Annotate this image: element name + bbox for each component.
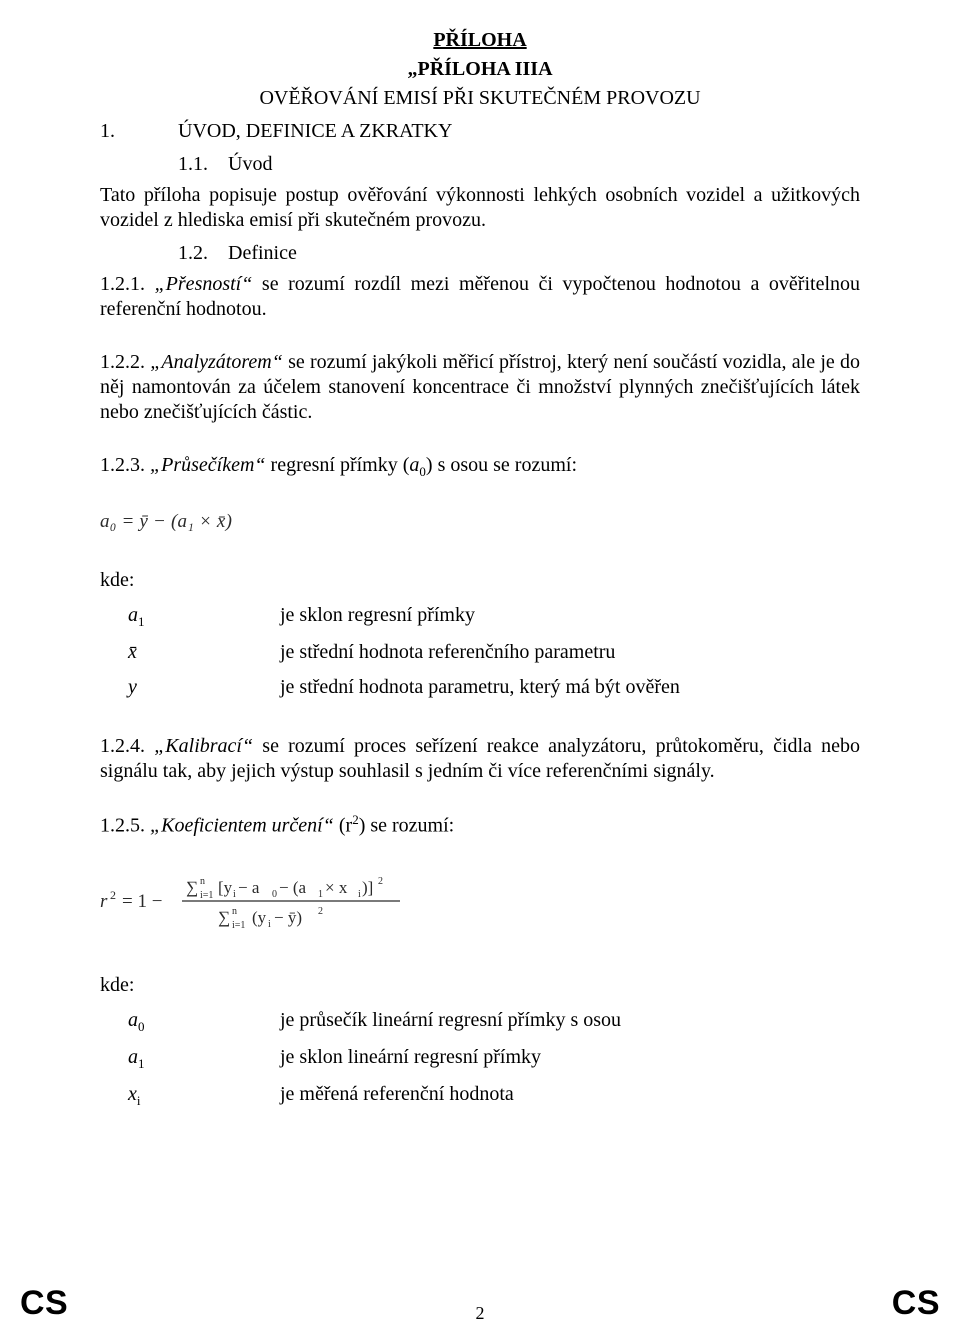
svg-text:− a: − a	[238, 878, 260, 897]
def-1-2-4: 1.2.4. „Kalibrací“ se rozumí proces seří…	[100, 734, 860, 784]
def-1-2-3-term: „Průsečíkem“	[150, 454, 266, 476]
def-1-2-4-term: „Kalibrací“	[154, 735, 253, 757]
svg-text:i=1: i=1	[200, 890, 213, 901]
desc-a0-2: je průsečík lineární regresní přímky s o…	[150, 1008, 860, 1033]
sym-y: y	[100, 675, 150, 700]
where-label-2: kde:	[100, 973, 860, 998]
svg-text:i: i	[358, 889, 361, 900]
footer-page-number: 2	[476, 1302, 485, 1325]
desc-y: je střední hodnota parametru, který má b…	[150, 675, 860, 700]
svg-text:(y: (y	[252, 908, 267, 927]
section-1-number: 1.	[100, 119, 178, 144]
svg-text:− (a: − (a	[279, 878, 306, 897]
svg-text:r: r	[100, 891, 108, 912]
svg-text:[y: [y	[218, 878, 233, 897]
svg-text:n: n	[232, 906, 237, 917]
svg-text:1: 1	[318, 889, 323, 900]
desc-xbar: je střední hodnota referenčního parametr…	[150, 640, 860, 665]
def-1-2-1-num: 1.2.1.	[100, 273, 145, 295]
header-title-main: PŘÍLOHA	[100, 28, 860, 53]
section-1-label: ÚVOD, DEFINICE A ZKRATKY	[178, 119, 860, 144]
formula-r2: r 2 = 1 − ∑ n i=1 [y i − a 0 − (a 1 × x …	[100, 869, 860, 933]
def-1-2-5-r2-a: (r	[339, 815, 352, 837]
svg-text:0: 0	[272, 889, 277, 900]
intro-paragraph: Tato příloha popisuje postup ověřování v…	[100, 183, 860, 233]
def-1-2-5-term: „Koeficientem určení“	[150, 815, 339, 837]
def-1-2-3-num: 1.2.3.	[100, 454, 145, 476]
svg-text:)]: )]	[362, 878, 373, 897]
def-1-2-3-a0: a	[409, 454, 419, 476]
def-1-2-3-text-a: regresní přímky (	[266, 454, 410, 476]
svg-text:= 1 −: = 1 −	[122, 891, 162, 912]
def-1-2-4-num: 1.2.4.	[100, 735, 145, 757]
svg-text:− ȳ): − ȳ)	[274, 908, 302, 927]
section-1-1-label: Úvod	[228, 153, 272, 175]
svg-text:× x: × x	[325, 878, 348, 897]
desc-xi: je měřená referenční hodnota	[150, 1082, 860, 1107]
def-1-2-1: 1.2.1. „Přesností“ se rozumí rozdíl mezi…	[100, 272, 860, 322]
def-1-2-5-r2-b: ) se rozumí:	[359, 815, 455, 837]
sym-a1: a1	[100, 603, 150, 630]
section-1-1-number: 1.1.	[178, 153, 208, 175]
def-1-2-5-num: 1.2.5.	[100, 815, 145, 837]
svg-text:2: 2	[318, 906, 323, 917]
svg-text:∑: ∑	[218, 908, 230, 927]
sym-a1-2: a1	[100, 1045, 150, 1072]
sym-xbar: x̄	[100, 640, 150, 665]
formula-a0: a₀ = ȳ − (a₁ × x̄)	[100, 510, 860, 534]
def-1-2-1-term: „Přesností“	[155, 273, 253, 295]
sym-xi: xi	[100, 1082, 150, 1109]
def-1-2-2-num: 1.2.2.	[100, 351, 145, 373]
def-1-2-2-term: „Analyzátorem“	[150, 351, 283, 373]
def-1-2-5: 1.2.5. „Koeficientem určení“ (r2) se roz…	[100, 812, 860, 839]
svg-text:n: n	[200, 876, 205, 887]
footer-right: CS	[892, 1282, 940, 1325]
svg-text:2: 2	[378, 876, 383, 887]
svg-text:i: i	[268, 919, 271, 930]
def-1-2-3-text-b: ) s osou se rozumí:	[426, 454, 577, 476]
def-1-2-2: 1.2.2. „Analyzátorem“ se rozumí jakýkoli…	[100, 350, 860, 425]
header-title-desc: OVĚŘOVÁNÍ EMISÍ PŘI SKUTEČNÉM PROVOZU	[100, 86, 860, 111]
header-title-sub: „PŘÍLOHA IIIA	[100, 57, 860, 82]
where-label-1: kde:	[100, 568, 860, 593]
desc-a1-2: je sklon lineární regresní přímky	[150, 1045, 860, 1070]
section-1-2-number: 1.2.	[178, 242, 208, 264]
section-1-2-label: Definice	[228, 242, 297, 264]
def-1-2-3: 1.2.3. „Průsečíkem“ regresní přímky (a0)…	[100, 453, 860, 480]
sym-a0-2: a0	[100, 1008, 150, 1035]
desc-a1: je sklon regresní přímky	[150, 603, 860, 628]
svg-text:2: 2	[110, 888, 116, 902]
svg-text:i=1: i=1	[232, 920, 245, 931]
svg-text:∑: ∑	[186, 878, 198, 897]
footer-left: CS	[20, 1282, 68, 1325]
svg-text:i: i	[233, 889, 236, 900]
